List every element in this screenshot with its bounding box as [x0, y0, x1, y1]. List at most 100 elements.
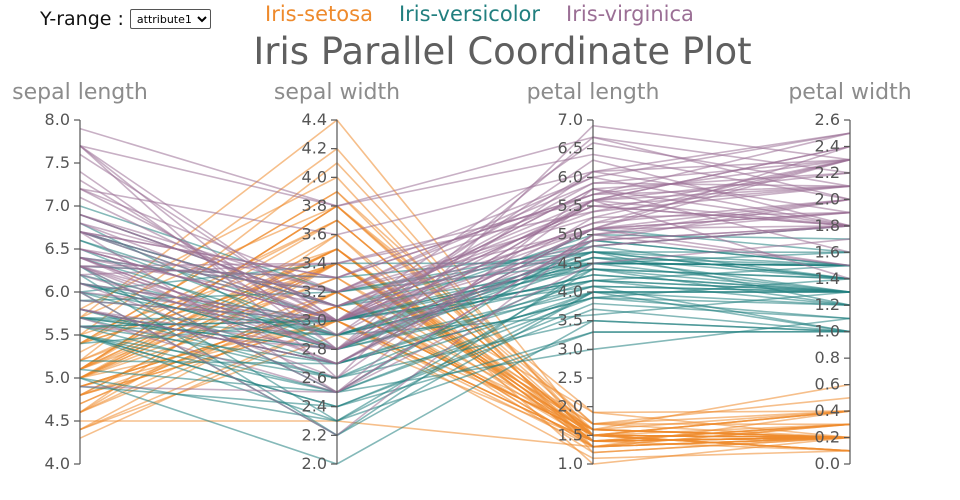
- tick-label: 2.6: [815, 110, 840, 129]
- tick-label: 4.0: [558, 282, 583, 301]
- line-virginica: [79, 233, 851, 437]
- tick-label: 7.0: [45, 196, 70, 215]
- tick-label: 4.0: [302, 167, 327, 186]
- line-versicolor: [79, 262, 851, 345]
- chart-title: Iris Parallel Coordinate Plot: [253, 30, 752, 73]
- tick-label: 2.5: [558, 368, 583, 387]
- line-virginica: [79, 136, 851, 351]
- tick-label: 1.0: [558, 454, 583, 473]
- tick-label: 3.5: [558, 311, 583, 330]
- line-virginica: [79, 124, 851, 380]
- line-versicolor: [79, 279, 851, 336]
- axis-title: petal length: [527, 80, 660, 105]
- tick-label: 3.2: [302, 282, 327, 301]
- tick-label: 0.4: [815, 401, 840, 420]
- tick-label: 2.0: [558, 397, 583, 416]
- tick-label: 1.2: [815, 295, 840, 314]
- y-range-control: Y-range : attribute1: [40, 5, 211, 33]
- line-versicolor: [79, 308, 851, 408]
- tick-label: 8.0: [45, 110, 70, 129]
- tick-label: 6.5: [558, 139, 583, 158]
- tick-label: 2.6: [302, 368, 327, 387]
- tick-label: 2.2: [815, 163, 840, 182]
- line-versicolor: [79, 330, 851, 422]
- tick-label: 4.5: [45, 411, 70, 430]
- axis-title: petal width: [788, 80, 911, 105]
- tick-label: 2.0: [302, 454, 327, 473]
- line-virginica: [79, 238, 851, 394]
- tick-label: 5.0: [45, 368, 70, 387]
- legend-item-versicolor[interactable]: Iris-versicolor: [398, 2, 541, 26]
- line-versicolor: [79, 285, 851, 351]
- line-virginica: [79, 205, 851, 308]
- y-range-select[interactable]: attribute1: [129, 9, 211, 29]
- line-setosa: [79, 291, 851, 454]
- axis-3: 0.0 0.2 0.4 0.6 0.8 1.0 1.2 1.4 1.6 1.8 2.0 2.2 2.4 2…: [788, 80, 911, 473]
- line-virginica: [79, 198, 851, 322]
- y-range-label: Y-range :: [40, 8, 124, 30]
- tick-label: 5.5: [558, 196, 583, 215]
- tick-label: 6.5: [45, 239, 70, 258]
- axis-2: 1.0 1.5 2.0 2.5 3.0 3.5 4.0 4.5 5.0 5.5 6.0 6.5 7.0 p…: [527, 80, 660, 473]
- data-lines: [79, 118, 851, 465]
- line-virginica: [79, 211, 851, 365]
- tick-label: 3.4: [302, 253, 327, 272]
- tick-label: 7.0: [558, 110, 583, 129]
- tick-label: 0.6: [815, 375, 840, 394]
- legend-item-virginica[interactable]: Iris-virginica: [566, 2, 694, 26]
- legend: Iris-setosa Iris-versicolor Iris-virgini…: [265, 2, 694, 26]
- tick-label: 4.5: [558, 253, 583, 272]
- tick-label: 3.8: [302, 196, 327, 215]
- line-setosa: [79, 319, 851, 460]
- tick-label: 2.0: [815, 189, 840, 208]
- axis-title: sepal length: [12, 80, 148, 105]
- tick-label: 2.4: [302, 397, 327, 416]
- line-versicolor: [79, 317, 851, 379]
- tick-label: 3.0: [558, 339, 583, 358]
- tick-label: 3.0: [302, 311, 327, 330]
- line-virginica: [79, 158, 851, 276]
- line-virginica: [79, 136, 851, 207]
- line-versicolor: [79, 279, 851, 322]
- tick-label: 2.2: [302, 425, 327, 444]
- line-virginica: [79, 145, 851, 322]
- axis-0: 4.0 4.5 5.0 5.5 6.0 6.5 7.0 7.5 8.0 sepal length: [12, 80, 148, 473]
- tick-label: 5.5: [45, 325, 70, 344]
- tick-label: 0.8: [815, 348, 840, 367]
- tick-label: 4.2: [302, 139, 327, 158]
- tick-label: 1.4: [815, 269, 840, 288]
- line-setosa: [79, 190, 851, 448]
- tick-label: 2.4: [815, 136, 840, 155]
- line-setosa: [79, 262, 851, 431]
- line-setosa: [79, 319, 851, 442]
- line-virginica: [79, 199, 851, 379]
- line-virginica: [79, 132, 851, 236]
- line-versicolor: [79, 251, 851, 336]
- tick-label: 1.6: [815, 242, 840, 261]
- tick-label: 0.0: [815, 454, 840, 473]
- tick-label: 1.0: [815, 322, 840, 341]
- line-virginica: [79, 225, 851, 322]
- tick-label: 1.5: [558, 425, 583, 444]
- tick-label: 5.0: [558, 225, 583, 244]
- tick-label: 4.0: [45, 454, 70, 473]
- line-virginica: [79, 225, 851, 322]
- legend-item-setosa[interactable]: Iris-setosa: [265, 2, 373, 26]
- tick-label: 0.2: [815, 428, 840, 447]
- line-virginica: [79, 158, 851, 308]
- line-versicolor: [79, 268, 851, 379]
- line-virginica: [79, 176, 851, 293]
- axis-title: sepal width: [274, 80, 400, 105]
- tick-label: 4.4: [302, 110, 327, 129]
- line-versicolor: [79, 273, 851, 336]
- line-versicolor: [79, 317, 851, 394]
- axis-1: 2.0 2.2 2.4 2.6 2.8 3.0 3.2 3.4 3.6 3.8 4.0 4.2 4.4 s…: [274, 80, 400, 473]
- tick-label: 6.0: [45, 282, 70, 301]
- line-virginica: [79, 127, 851, 207]
- tick-label: 7.5: [45, 153, 70, 172]
- line-virginica: [79, 225, 851, 322]
- line-virginica: [79, 132, 851, 279]
- tick-label: 3.6: [302, 225, 327, 244]
- tick-label: 6.0: [558, 167, 583, 186]
